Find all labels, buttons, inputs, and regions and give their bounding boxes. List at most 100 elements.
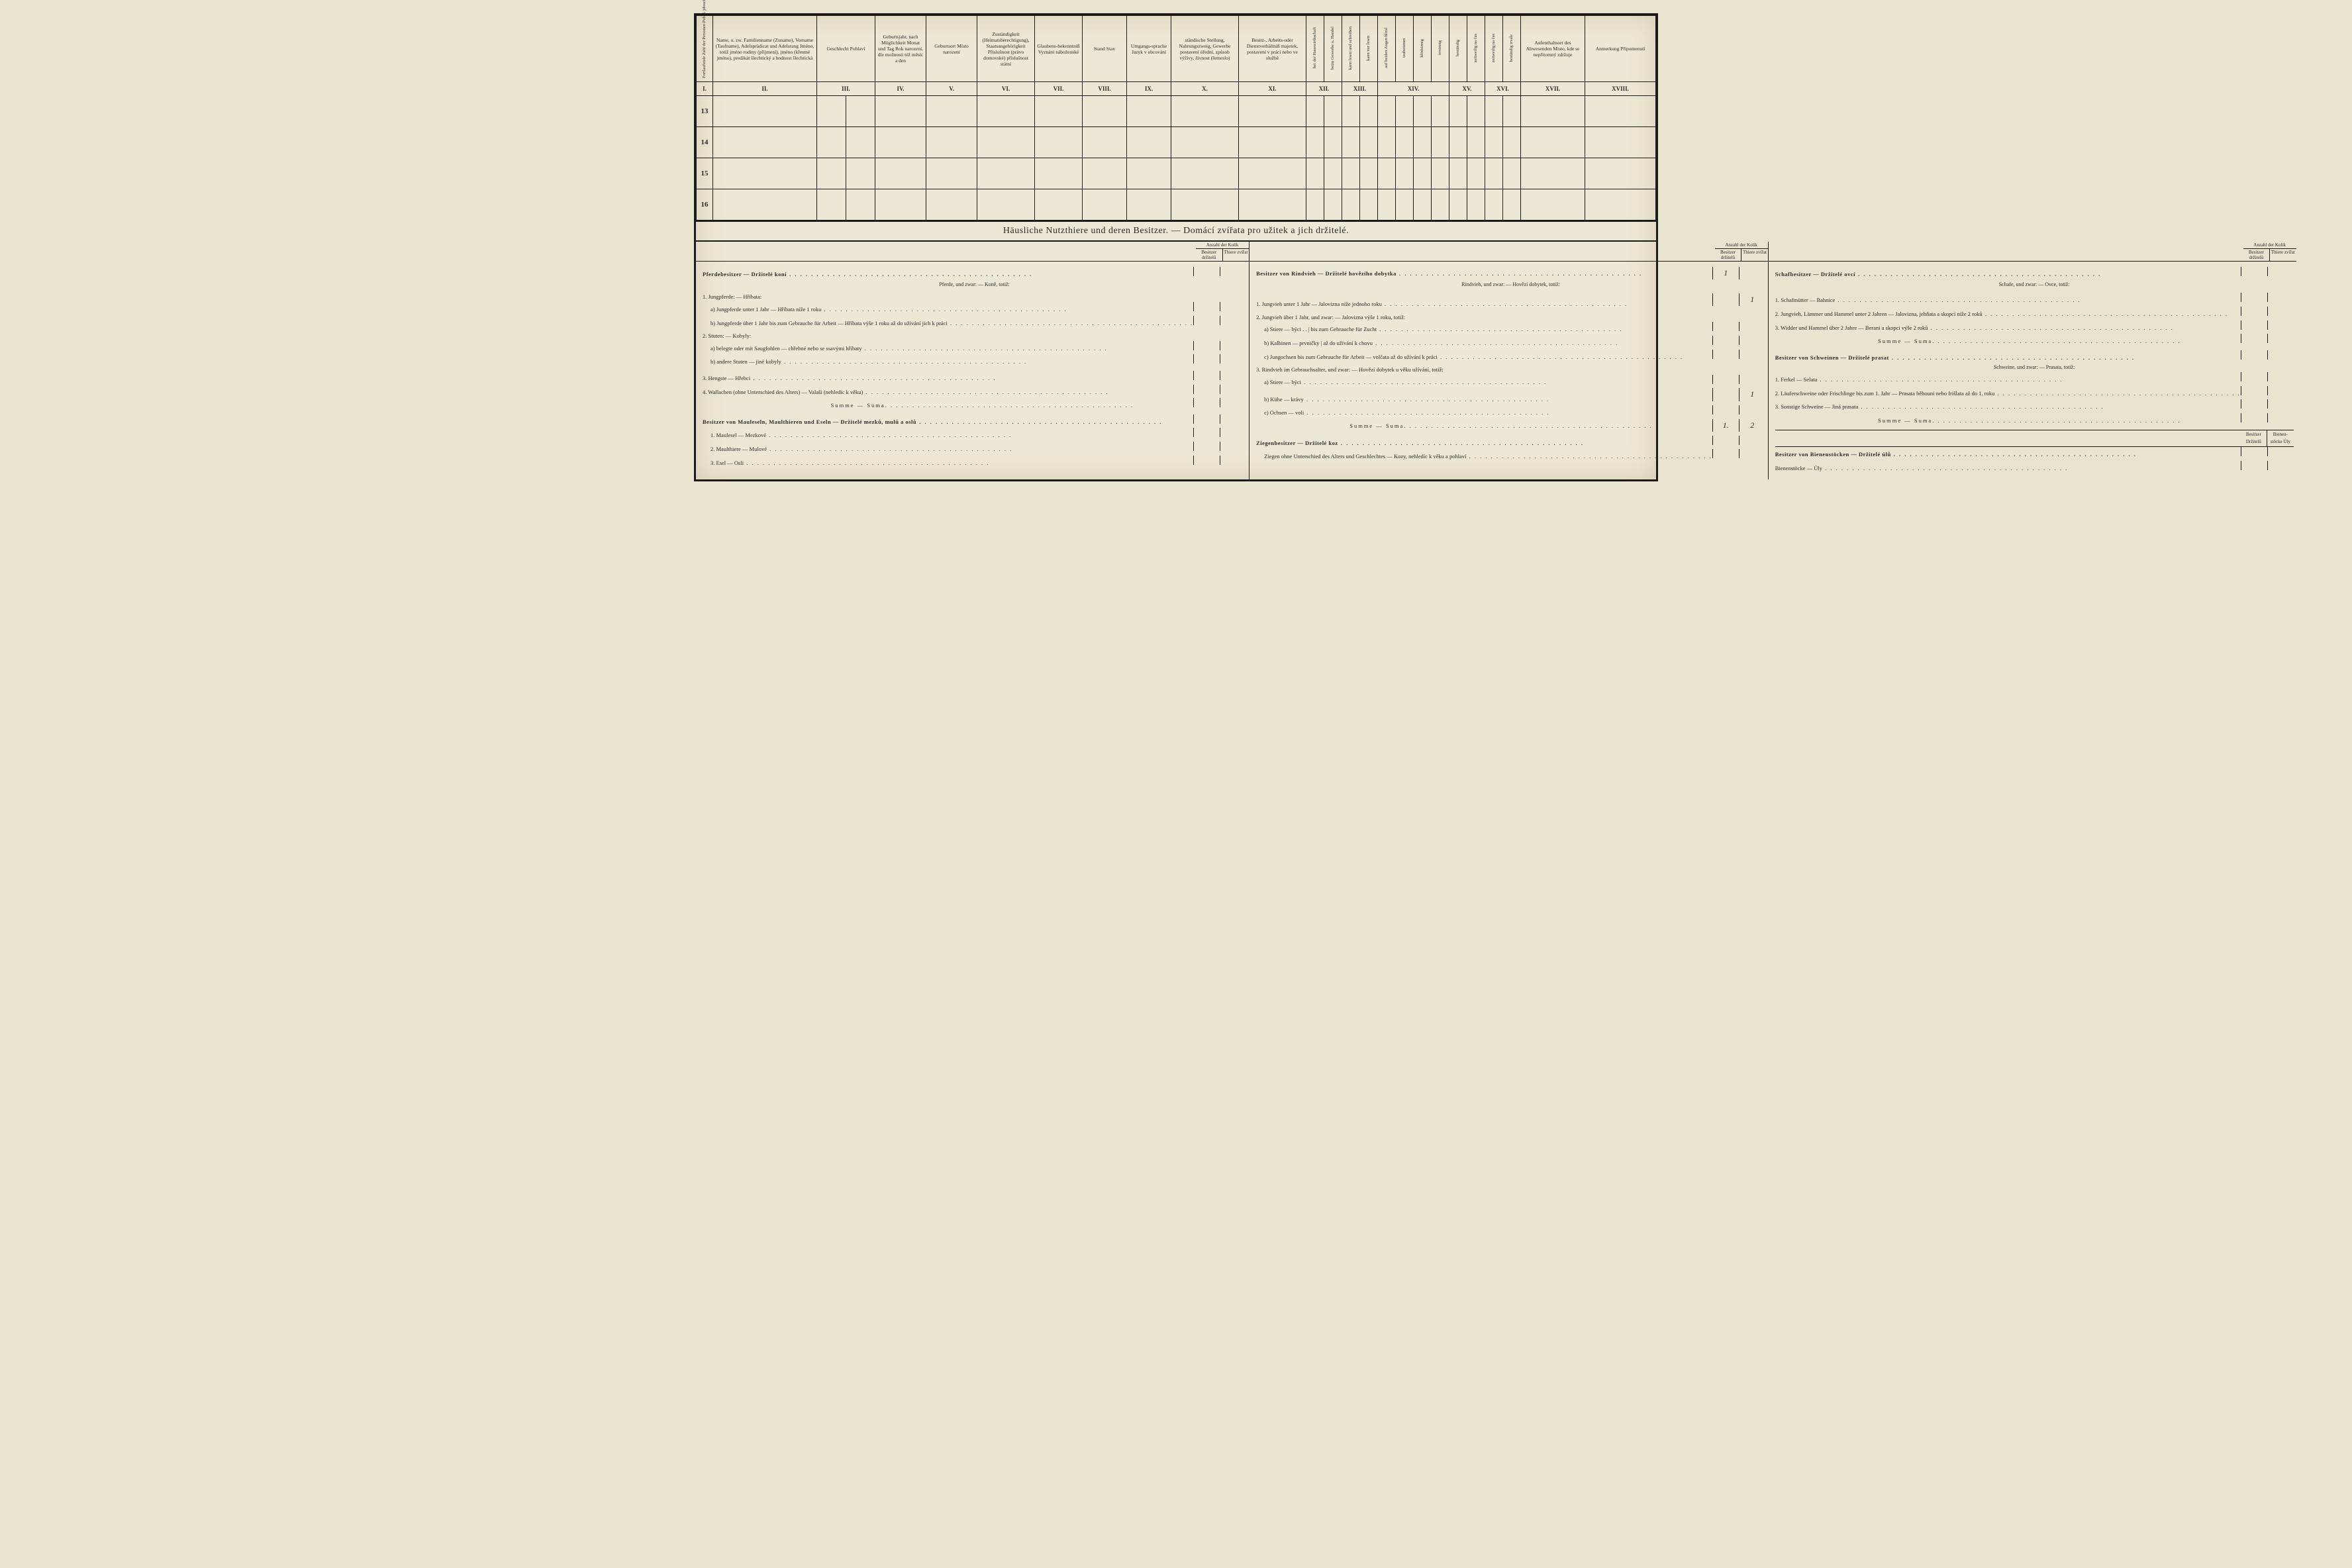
col10-header: ständische Stellung, Nahrungszweig, Gewe…: [1171, 16, 1239, 82]
count-top: Anzahl der Kolik: [1715, 242, 1768, 249]
roman-row: I. II. III. IV. V. VI. VII. VIII. IX. X.…: [697, 82, 1656, 96]
roman-16: XVI.: [1485, 82, 1521, 96]
col9-header: Umgangs-sprache Jazyk v obcování: [1127, 16, 1171, 82]
col12b: beim Gewerbe u. Handel: [1330, 26, 1336, 70]
geldings: 4. Wallachen (ohne Unterschied des Alter…: [703, 388, 1193, 397]
col14d: irrsinnig: [1438, 40, 1443, 55]
col3-header: Geschlecht Pohlaví: [817, 16, 875, 82]
young-cattle-val: 1: [1739, 293, 1765, 306]
stallions: 3. Hengste — Hřebci: [703, 374, 1193, 383]
row-num: 14: [697, 127, 713, 158]
runners: 2. Läuferschweine oder Frischlinge bis z…: [1775, 389, 2241, 399]
census-form-page: Fortlaufende Zahl der Personen Pořád. jd…: [694, 13, 1658, 481]
count-animals: Thiere zvířat: [1741, 249, 1768, 261]
animals-section-title: Häusliche Nutzthiere und deren Besitzer.…: [696, 220, 1656, 241]
cattle-working: 3. Rindvieh im Gebrauchsalter, und zwar:…: [1256, 366, 1765, 375]
col18-header: Anmerkung Připomenutí: [1585, 16, 1656, 82]
roman-8: VIII.: [1083, 82, 1127, 96]
count-header: Anzahl der Kolik Besitzer držitelů Thier…: [696, 242, 1249, 262]
young-cattle-1: 1. Jungvieh unter 1 Jahr — Jalovizna níž…: [1256, 300, 1712, 309]
horse-owners-label: Pferdebesitzer — Držitelé koní: [703, 270, 1193, 279]
col1-header: Fortlaufende Zahl der Personen Pořád. jd…: [702, 19, 707, 78]
young-horses-label: 1. Jungpferde: — Hříbata:: [703, 293, 1246, 302]
horses-subtitle: Pferde, und zwar: — Koně, totiž:: [703, 281, 1246, 289]
rams: 3. Widder und Hammel über 2 Jahre — Bera…: [1775, 324, 2241, 333]
piglets: 1. Ferkel — Selata: [1775, 375, 2241, 385]
sheep-column: Anzahl der Kolik Besitzer držitelů Thier…: [1769, 242, 2296, 479]
col11-header: Besitz-, Arbeits-oder Dienstverhältniß m…: [1239, 16, 1306, 82]
horses-column: Anzahl der Kolik Besitzer držitelů Thier…: [696, 242, 1250, 479]
cattle-sum-ani: 2: [1739, 419, 1765, 432]
person-row-14: 14: [697, 127, 1656, 158]
sheep-subtitle: Schafe, und zwar: — Ovce, totiž:: [1775, 281, 2294, 289]
count-animals: Thiere zvířat: [1223, 249, 1250, 261]
col14c: blödsinnig: [1420, 39, 1425, 57]
other-pigs: 3. Sonstige Schweine — Jiná prasata: [1775, 403, 2241, 412]
foals-over-1: b) Jungpferde über 1 Jahr bis zum Gebrau…: [710, 319, 1193, 328]
heifers: b) Kalbinen — prvničky | až do užívání k…: [1264, 339, 1712, 348]
col15a: beständig: [1455, 40, 1461, 56]
roman-1: I.: [697, 82, 713, 96]
col14a: auf beiden Augen blind: [1384, 28, 1389, 68]
row-num: 15: [697, 158, 713, 189]
roman-17: XVII.: [1521, 82, 1585, 96]
col2-header: Name, u. zw. Familienname (Zuname), Vorn…: [713, 16, 817, 82]
young-sheep: 2. Jungvieh, Lämmer und Hammel unter 2 J…: [1775, 310, 2241, 319]
col7-header: Glaubens-bekenntniß Vyznání náboženské: [1035, 16, 1083, 82]
cows-val: 1: [1739, 388, 1765, 401]
cattle-subtitle: Rindvieh, und zwar: — Hovězí dobytek, to…: [1256, 281, 1765, 289]
roman-9: IX.: [1127, 82, 1171, 96]
roman-13: XIII.: [1342, 82, 1378, 96]
person-row-16: 16: [697, 189, 1656, 220]
persons-table: Fortlaufende Zahl der Personen Pořád. jd…: [696, 15, 1656, 220]
col14b: taubstumm: [1402, 38, 1407, 58]
cattle-sum: Summe — Suma.: [1256, 422, 1712, 431]
cattle-owner-val: 1: [1712, 267, 1739, 279]
oxen: c) Ochsen — voli: [1264, 409, 1712, 418]
bee-owners-hdr: Besitzer Držitelů: [2241, 430, 2268, 446]
row-num: 16: [697, 189, 713, 220]
count-owners: Besitzer držitelů: [1196, 249, 1223, 261]
roman-6: VI.: [977, 82, 1035, 96]
roman-15: XV.: [1449, 82, 1485, 96]
roman-18: XVIII.: [1585, 82, 1656, 96]
pig-owners: Besitzer von Schweinen — Držitelé prasat: [1775, 354, 2241, 363]
roman-5: V.: [926, 82, 977, 96]
col13a: kann lesen und schreiben: [1348, 26, 1353, 70]
foals-under-1: a) Jungpferde unter 1 Jahr — Hříbata níž…: [710, 305, 1193, 315]
roman-3: III.: [817, 82, 875, 96]
horses-sum: Summe — Suma.: [703, 401, 1193, 411]
mules-2: 2. Maulthiere — Mulové: [710, 445, 1193, 454]
count-header: Anzahl der Kolik Besitzer držitelů Thier…: [1769, 242, 2296, 262]
count-top: Anzahl der Kolik: [2243, 242, 2296, 249]
roman-4: IV.: [875, 82, 926, 96]
bulls: a) Stiere — býci: [1264, 378, 1712, 387]
mares-label: 2. Stuten: — Kobyly:: [703, 332, 1246, 341]
col15b: zeitweilig na čas: [1473, 34, 1479, 62]
donkeys: 3. Esel — Osli: [710, 459, 1193, 468]
young-cattle-2: 2. Jungvieh über 1 Jahr, und zwar: — Jal…: [1256, 313, 1765, 322]
col16a: zeitweilig na čas: [1491, 34, 1496, 62]
person-row-15: 15: [697, 158, 1656, 189]
mules-1: 1. Maulesel — Mezkové: [710, 431, 1193, 440]
col13b: kann nur lesen: [1366, 36, 1371, 61]
animals-section: Anzahl der Kolik Besitzer držitelů Thier…: [696, 241, 1656, 479]
young-oxen: c) Jungochsen bis zum Gebrauche für Arbe…: [1264, 353, 1712, 362]
col16b: beständig trvale: [1509, 34, 1514, 62]
cattle-owners: Besitzer von Rindvieh — Držitelé hovězíh…: [1256, 270, 1712, 279]
mule-owners: Besitzer von Mauleseln, Maulthieren und …: [703, 418, 1193, 427]
beehives: Bienenstöcke — Úly: [1775, 464, 2241, 473]
roman-2: II.: [713, 82, 817, 96]
person-row-13: 13: [697, 96, 1656, 127]
count-owners: Besitzer držitelů: [1715, 249, 1742, 261]
col6-header: Zuständigkeit (Heimatsberechtigung), Sta…: [977, 16, 1035, 82]
ewes: 1. Schafmütter — Bahnice: [1775, 296, 2241, 305]
row-num: 13: [697, 96, 713, 127]
sheep-sum: Summe — Suma.: [1775, 337, 2241, 346]
col4-header: Geburtsjahr, nach Möglichkeit Monat und …: [875, 16, 926, 82]
roman-12: XII.: [1306, 82, 1342, 96]
cattle-column: Anzahl der Kolik Besitzer držitelů Thier…: [1250, 242, 1769, 479]
cattle-sum-own: 1.: [1712, 419, 1739, 432]
roman-14: XIV.: [1378, 82, 1449, 96]
count-animals: Thiere zvířat: [2270, 249, 2296, 261]
